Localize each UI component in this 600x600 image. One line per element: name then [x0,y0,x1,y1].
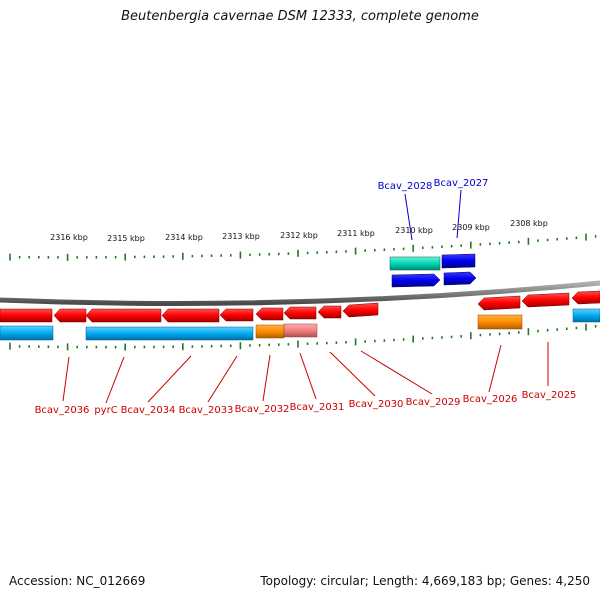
gene-arrow[interactable] [477,295,521,311]
gene-arrow[interactable] [219,308,254,322]
gene-arrow[interactable] [161,308,220,323]
gene-label[interactable]: Bcav_2026 [463,394,518,405]
label-leaders [62,342,549,404]
scale-labels: 2316 kbp 2315 kbp 2314 kbp 2313 kbp 2312… [50,219,548,243]
feature-block[interactable] [0,325,54,341]
gene-label[interactable]: Bcav_2031 [290,402,345,413]
gene-arrow[interactable] [0,308,53,323]
gene-arrow[interactable] [342,302,379,318]
gene-label[interactable]: Bcav_2034 [121,405,176,416]
feature-block[interactable] [389,256,441,271]
gene-arrow[interactable] [283,306,317,320]
gene-label[interactable]: Bcav_2025 [522,390,577,401]
scale-label: 2313 kbp [222,232,260,241]
genome-backbone [0,280,600,307]
scale-label: 2308 kbp [510,219,548,228]
scale-label: 2314 kbp [165,233,203,242]
gene-arrow[interactable] [255,307,284,321]
gene-labels: Bcav_2036 pyrC Bcav_2034 Bcav_2033 Bcav_… [35,390,577,416]
label-leaders-upper [404,189,462,241]
gene-label[interactable]: Bcav_2032 [235,404,290,415]
scale-label: 2309 kbp [452,223,490,232]
feature-block[interactable] [283,323,318,338]
scale-label: 2310 kbp [395,226,433,235]
gene-arrow[interactable] [441,253,476,269]
scale-label: 2311 kbp [337,229,375,238]
gene-arrow[interactable] [571,290,600,305]
feature-block[interactable] [572,308,600,323]
gene-arrow[interactable] [317,305,342,319]
gene-label[interactable]: pyrC [94,405,117,416]
gene-arrow[interactable] [85,308,162,323]
feature-blocks [0,308,600,341]
accession-label: Accession: NC_012669 [9,574,146,588]
gene-label[interactable]: Bcav_2030 [349,399,404,410]
gene-arrow[interactable] [53,308,87,323]
feature-block[interactable] [477,314,523,330]
forward-strand-genes [0,290,600,323]
gene-label[interactable]: Bcav_2033 [179,405,234,416]
genome-summary: Topology: circular; Length: 4,669,183 bp… [260,574,590,588]
gene-label[interactable]: Bcav_2029 [406,397,461,408]
map-title: Beutenbergia cavernae DSM 12333, complet… [121,9,479,24]
scale-ticks-upper [9,233,597,261]
reverse-strand-genes [389,253,477,288]
gene-label[interactable]: Bcav_2036 [35,405,90,416]
gene-label[interactable]: Bcav_2027 [434,178,489,189]
gene-arrow[interactable] [443,271,477,286]
scale-ticks-lower [9,323,597,351]
gene-label[interactable]: Bcav_2028 [378,181,433,192]
gene-arrow[interactable] [521,292,570,308]
feature-block[interactable] [255,324,285,339]
feature-block[interactable] [85,326,254,341]
scale-label: 2316 kbp [50,233,88,242]
scale-label: 2315 kbp [107,234,145,243]
gene-arrow[interactable] [391,273,441,288]
scale-label: 2312 kbp [280,231,318,240]
gene-labels-upper: Bcav_2028 Bcav_2027 [378,178,489,192]
